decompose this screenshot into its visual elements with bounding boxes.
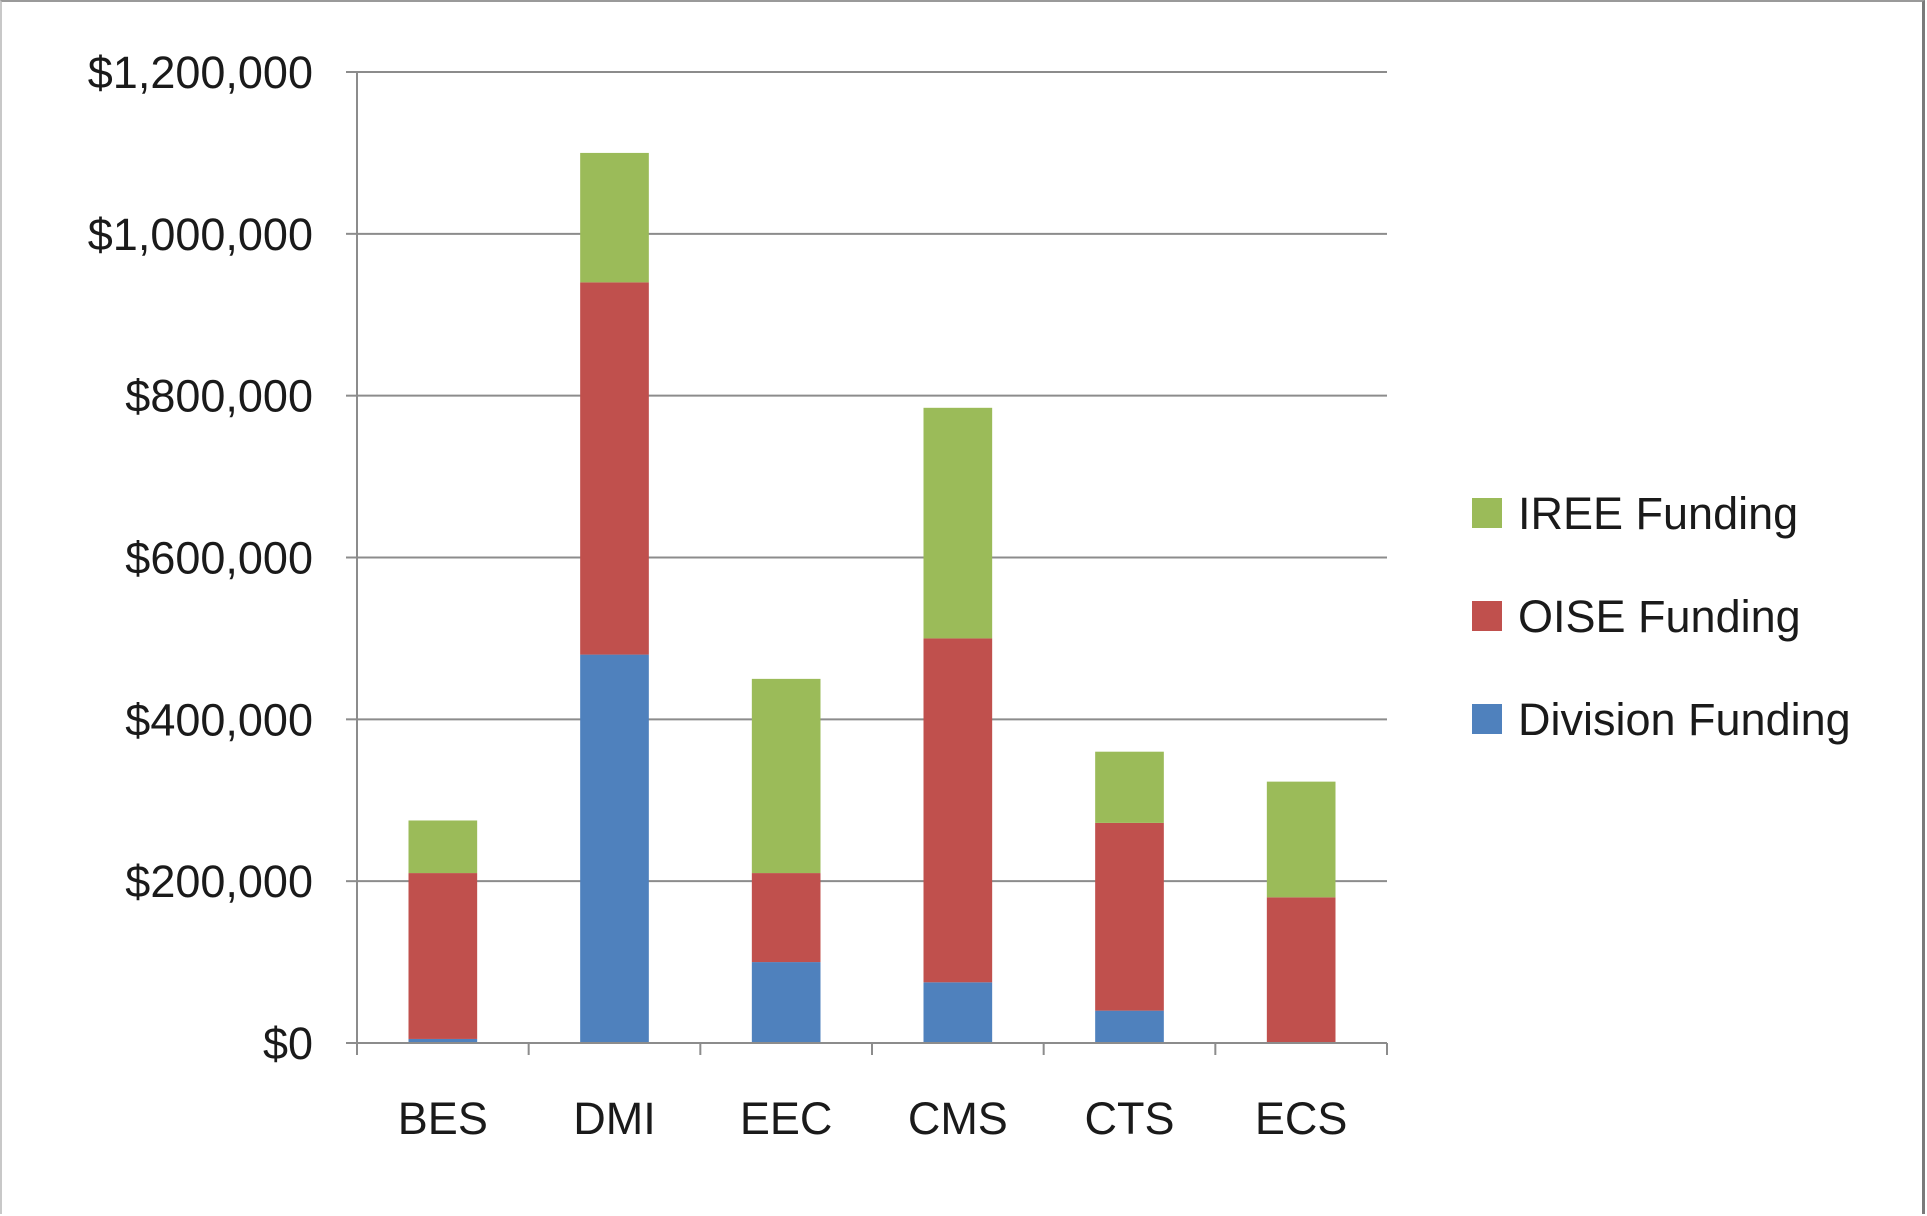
legend-label: Division Funding [1518,694,1851,745]
bar-segment-dmi-oise-funding [580,282,649,655]
bar-segment-bes-oise-funding [408,873,478,1039]
legend-label: OISE Funding [1518,591,1801,642]
gridlines [357,71,1387,883]
x-tick-label: ECS [1255,1093,1348,1144]
x-tick-label: EEC [740,1093,833,1144]
bar-segment-ecs-iree-funding [1266,781,1336,898]
bar-segment-cms-division-funding [923,982,993,1043]
bar-segment-eec-division-funding [751,962,821,1043]
x-tick-label: BES [398,1093,488,1144]
bar-segment-cts-oise-funding [1095,822,1164,1011]
y-tick-label: $1,000,000 [88,209,313,260]
bars [408,152,1336,1043]
legend-swatch [1472,498,1502,528]
axes [346,71,1388,1055]
x-tick-label: DMI [573,1093,656,1144]
bar-segment-dmi-division-funding [580,654,649,1043]
bar-segment-cts-iree-funding [1095,751,1164,823]
y-tick-label: $200,000 [125,856,313,907]
x-tick-labels: BES DMI EEC CMS CTS ECS [398,1093,1348,1144]
bar-segment-bes-division-funding [408,1038,478,1043]
legend-swatch [1472,601,1502,631]
bar-segment-bes-iree-funding [408,820,478,874]
y-tick-label: $0 [263,1018,313,1069]
bar-segment-cms-iree-funding [923,407,993,639]
bar-segment-eec-oise-funding [751,873,821,963]
bar-segment-dmi-iree-funding [580,152,649,283]
y-tick-label: $600,000 [125,533,313,584]
bar-segment-ecs-oise-funding [1266,897,1336,1043]
legend-swatch [1472,704,1502,734]
bar-segment-cts-division-funding [1095,1010,1164,1043]
legend: IREE Funding OISE Funding Division Funding [1472,488,1851,745]
y-tick-label: $1,200,000 [88,47,313,98]
bar-segment-eec-iree-funding [751,678,821,874]
y-tick-label: $400,000 [125,694,313,745]
y-tick-labels: $0 $200,000 $400,000 $600,000 $800,000 $1,000… [88,47,313,1069]
legend-label: IREE Funding [1518,488,1798,539]
x-tick-label: CMS [908,1093,1008,1144]
x-tick-label: CTS [1085,1093,1175,1144]
bar-segment-cms-oise-funding [923,638,993,983]
y-tick-label: $800,000 [125,371,313,422]
